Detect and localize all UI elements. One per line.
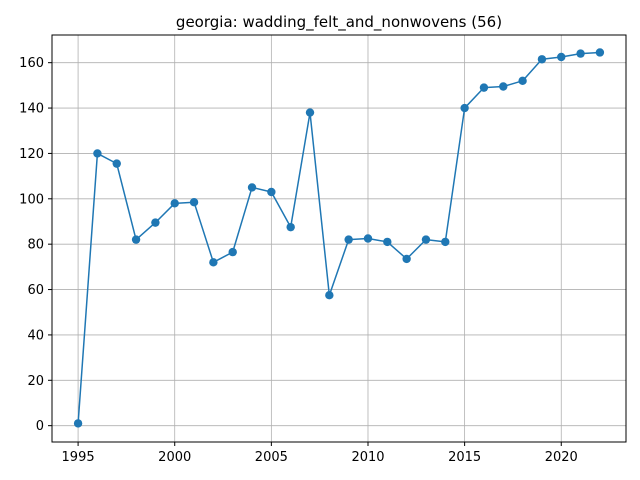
data-point xyxy=(286,222,295,232)
data-point xyxy=(151,218,160,227)
x-tick-label: 2005 xyxy=(255,450,288,465)
data-point xyxy=(460,103,469,113)
y-tick-label: 140 xyxy=(19,102,44,117)
x-tick-label: 2020 xyxy=(545,450,578,465)
y-tick-label: 60 xyxy=(27,283,44,298)
data-point xyxy=(228,247,237,257)
data-point xyxy=(518,76,527,86)
axes: 1995 2000 2005 2010 2015 2020 0 20 40 60 80 100 120 1… xyxy=(19,34,627,465)
data-point xyxy=(344,235,353,244)
data-point xyxy=(247,183,257,192)
data-point xyxy=(170,199,179,208)
data-points xyxy=(73,48,605,428)
y-tick-label: 0 xyxy=(36,419,44,434)
data-point xyxy=(267,187,276,197)
y-tick-label: 120 xyxy=(19,147,44,162)
data-point xyxy=(557,52,566,62)
data-point xyxy=(576,49,585,58)
data-point xyxy=(131,235,141,244)
x-tick-label: 1995 xyxy=(62,450,95,465)
x-tick-label: 2015 xyxy=(448,450,481,465)
data-point xyxy=(383,237,392,247)
y-tick-label: 80 xyxy=(27,238,44,253)
y-tick-label: 160 xyxy=(19,56,44,71)
data-point xyxy=(595,48,605,57)
data-point xyxy=(479,83,489,92)
series-line xyxy=(77,51,600,424)
x-tick-label: 2010 xyxy=(351,450,384,465)
data-point xyxy=(441,237,450,247)
data-point xyxy=(73,419,83,428)
series-line-path xyxy=(77,51,600,424)
chart-title: georgia: wadding_felt_and_nonwovens (56) xyxy=(176,13,502,32)
y-tick-label: 20 xyxy=(27,374,44,389)
x-tick-label: 2000 xyxy=(158,450,191,465)
data-point xyxy=(93,149,102,158)
data-point xyxy=(305,108,315,117)
y-tick-label: 100 xyxy=(19,192,44,207)
plot-frame xyxy=(51,34,627,443)
y-tick-label: 40 xyxy=(27,328,44,343)
data-point xyxy=(499,82,508,91)
data-point xyxy=(402,254,411,264)
data-point xyxy=(325,291,334,300)
data-point xyxy=(189,198,199,207)
data-point xyxy=(112,159,121,168)
data-point xyxy=(421,235,431,244)
grid-lines xyxy=(52,35,626,442)
data-point xyxy=(537,55,547,64)
data-point xyxy=(363,234,373,243)
data-point xyxy=(209,258,218,267)
